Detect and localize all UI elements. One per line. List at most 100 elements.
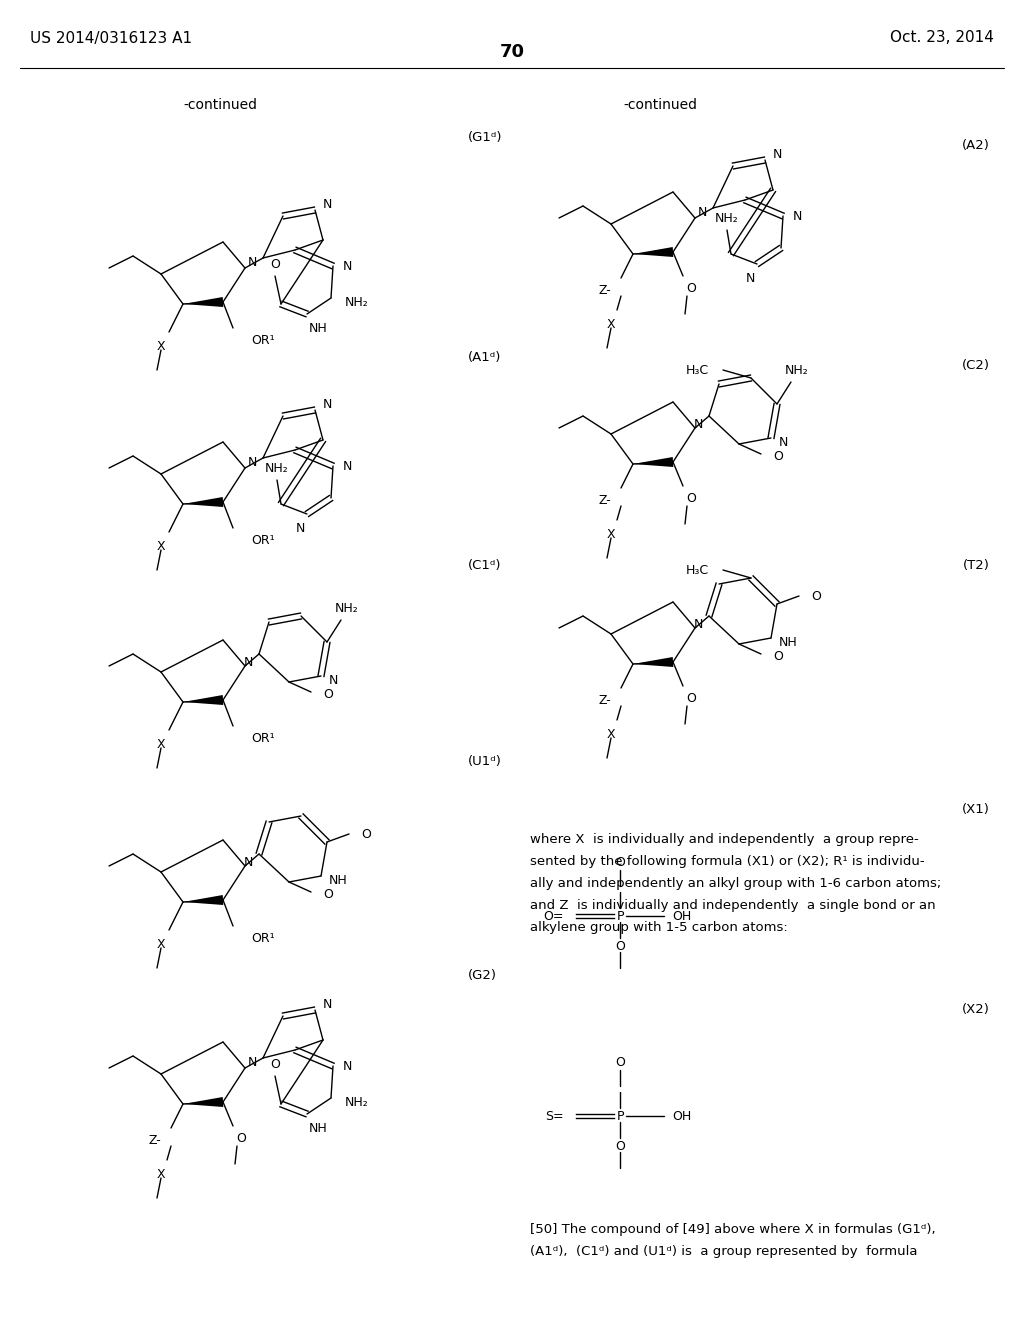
Text: (C2): (C2) [962,359,990,371]
Text: where X  is individually and independently  a group repre-: where X is individually and independentl… [530,833,919,846]
Text: O: O [270,257,280,271]
Text: (C1ᵈ): (C1ᵈ) [468,558,502,572]
Text: N: N [773,148,782,161]
Text: X: X [157,738,165,751]
Text: O: O [615,940,625,953]
Polygon shape [183,696,223,705]
Polygon shape [183,297,223,308]
Text: NH₂: NH₂ [345,296,369,309]
Text: Z-: Z- [598,494,611,507]
Text: Z-: Z- [598,284,611,297]
Text: O: O [323,887,333,900]
Text: -continued: -continued [623,98,697,112]
Text: (A2): (A2) [963,139,990,152]
Text: N: N [697,206,707,219]
Text: NH₂: NH₂ [345,1096,369,1109]
Text: (A1ᵈ): (A1ᵈ) [468,351,502,364]
Text: N: N [296,521,305,535]
Text: O: O [686,281,696,294]
Text: (G1ᵈ): (G1ᵈ) [468,132,503,144]
Text: N: N [329,673,338,686]
Text: O: O [686,491,696,504]
Polygon shape [183,498,223,507]
Text: (X1): (X1) [963,804,990,817]
Text: N: N [323,198,333,210]
Text: N: N [793,210,803,223]
Text: O: O [237,1131,246,1144]
Text: Oct. 23, 2014: Oct. 23, 2014 [890,30,994,45]
Text: N: N [244,855,253,869]
Text: O: O [811,590,821,602]
Text: NH: NH [779,635,798,648]
Polygon shape [633,457,673,467]
Text: N: N [779,436,788,449]
Text: OR¹: OR¹ [251,731,274,744]
Text: N: N [693,417,703,430]
Text: OR¹: OR¹ [251,932,274,945]
Text: O: O [686,692,696,705]
Text: (U1ᵈ): (U1ᵈ) [468,755,502,768]
Text: N: N [248,455,257,469]
Polygon shape [633,657,673,667]
Text: OR¹: OR¹ [251,334,274,346]
Text: alkylene group with 1-5 carbon atoms:: alkylene group with 1-5 carbon atoms: [530,921,787,935]
Text: X: X [606,318,615,330]
Text: X: X [157,540,165,553]
Text: O: O [615,855,625,869]
Text: N: N [343,260,352,272]
Text: H₃C: H₃C [686,363,709,376]
Text: O: O [361,828,371,841]
Text: OH: OH [672,909,691,923]
Text: Z-: Z- [598,693,611,706]
Text: NH₂: NH₂ [785,363,809,376]
Text: NH: NH [309,1122,328,1134]
Text: P: P [616,1110,624,1122]
Text: NH₂: NH₂ [265,462,289,474]
Text: NH: NH [329,874,348,887]
Polygon shape [183,1097,223,1107]
Text: O: O [615,1139,625,1152]
Text: H₃C: H₃C [686,564,709,577]
Text: (A1ᵈ),  (C1ᵈ) and (U1ᵈ) is  a group represented by  formula: (A1ᵈ), (C1ᵈ) and (U1ᵈ) is a group repres… [530,1246,918,1258]
Text: OR¹: OR¹ [251,533,274,546]
Text: OH: OH [672,1110,691,1122]
Text: NH₂: NH₂ [715,211,739,224]
Text: N: N [343,1060,352,1072]
Text: N: N [323,998,333,1011]
Text: O=: O= [544,909,564,923]
Text: O: O [270,1057,280,1071]
Text: Z-: Z- [148,1134,161,1147]
Text: O: O [323,688,333,701]
Text: and Z  is individually and independently  a single bond or an: and Z is individually and independently … [530,899,936,912]
Text: S=: S= [546,1110,564,1122]
Text: US 2014/0316123 A1: US 2014/0316123 A1 [30,30,193,45]
Text: N: N [693,618,703,631]
Text: sented by the following formula (X1) or (X2); R¹ is individu-: sented by the following formula (X1) or … [530,855,925,869]
Text: X: X [157,339,165,352]
Text: N: N [248,1056,257,1068]
Text: N: N [343,459,352,473]
Text: O: O [773,450,783,462]
Polygon shape [633,247,673,257]
Text: -continued: -continued [183,98,257,112]
Text: [50] The compound of [49] above where X in formulas (G1ᵈ),: [50] The compound of [49] above where X … [530,1224,936,1237]
Text: X: X [157,1167,165,1180]
Text: P: P [616,909,624,923]
Text: O: O [773,649,783,663]
Text: 70: 70 [500,44,524,61]
Text: N: N [745,272,755,285]
Text: N: N [248,256,257,268]
Text: X: X [606,727,615,741]
Text: X: X [157,937,165,950]
Text: (X2): (X2) [963,1003,990,1016]
Text: NH₂: NH₂ [335,602,358,615]
Text: N: N [323,397,333,411]
Text: (T2): (T2) [964,558,990,572]
Polygon shape [183,895,223,906]
Text: N: N [244,656,253,668]
Text: O: O [615,1056,625,1068]
Text: X: X [606,528,615,540]
Text: (G2): (G2) [468,969,497,982]
Text: ally and independently an alkyl group with 1-6 carbon atoms;: ally and independently an alkyl group wi… [530,878,941,891]
Text: NH: NH [309,322,328,334]
